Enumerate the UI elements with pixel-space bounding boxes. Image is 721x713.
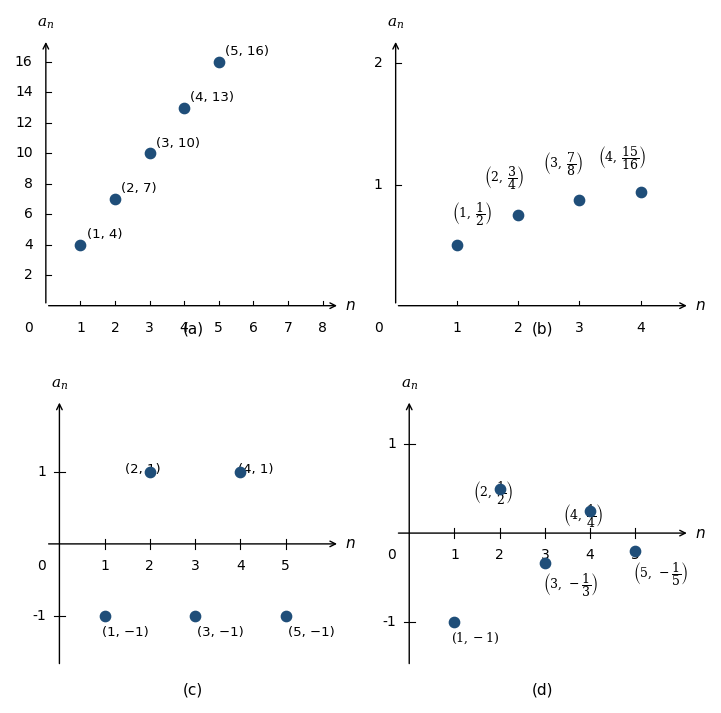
Text: $\left(5,\,-\dfrac{1}{5}\right)$: $\left(5,\,-\dfrac{1}{5}\right)$: [633, 560, 689, 588]
Text: 0: 0: [37, 559, 46, 573]
Text: $\left(2,\,\dfrac{3}{4}\right)$: $\left(2,\,\dfrac{3}{4}\right)$: [485, 164, 525, 192]
Text: n: n: [696, 298, 705, 313]
Text: 6: 6: [249, 321, 258, 335]
Text: 0: 0: [387, 548, 396, 563]
Text: 3: 3: [575, 321, 584, 335]
Point: [584, 506, 596, 517]
Text: 3: 3: [541, 548, 549, 563]
Text: 4: 4: [180, 321, 189, 335]
Point: [494, 483, 505, 494]
Text: 3: 3: [145, 321, 154, 335]
Text: 4: 4: [585, 548, 595, 563]
Text: 4: 4: [24, 237, 32, 252]
Text: $a_n$: $a_n$: [37, 16, 55, 31]
Point: [539, 557, 551, 568]
Point: [513, 209, 524, 220]
Text: 5: 5: [281, 559, 290, 573]
Text: 4: 4: [236, 559, 244, 573]
Text: 0: 0: [24, 321, 32, 335]
Text: (1, −1): (1, −1): [102, 626, 149, 639]
Text: 2: 2: [146, 559, 154, 573]
Text: $(1, -1)$: $(1, -1)$: [451, 631, 499, 646]
Text: 16: 16: [15, 55, 32, 69]
Point: [144, 466, 156, 478]
Text: (2, 1): (2, 1): [125, 463, 161, 476]
Text: 2: 2: [514, 321, 523, 335]
Text: (3, 10): (3, 10): [156, 137, 200, 150]
Text: 0: 0: [373, 321, 382, 335]
Text: 1: 1: [453, 321, 461, 335]
Text: 2: 2: [110, 321, 120, 335]
Text: 5: 5: [214, 321, 223, 335]
Text: $a_n$: $a_n$: [401, 377, 418, 392]
Text: 2: 2: [24, 268, 32, 282]
Text: (d): (d): [532, 682, 554, 697]
Text: 5: 5: [631, 548, 640, 563]
Text: n: n: [345, 536, 355, 551]
Text: 1: 1: [76, 321, 85, 335]
Text: 1: 1: [450, 548, 459, 563]
Text: 1: 1: [373, 178, 382, 192]
Text: -1: -1: [32, 609, 46, 623]
Text: -1: -1: [382, 615, 396, 629]
Text: (b): (b): [532, 322, 554, 337]
Point: [143, 148, 155, 159]
Text: 6: 6: [24, 207, 32, 221]
Point: [99, 610, 110, 622]
Text: $\left(2,\,\dfrac{1}{2}\right)$: $\left(2,\,\dfrac{1}{2}\right)$: [474, 479, 514, 507]
Text: 7: 7: [283, 321, 292, 335]
Text: n: n: [696, 525, 705, 540]
Text: $a_n$: $a_n$: [387, 16, 404, 31]
Text: $\left(4,\,\dfrac{15}{16}\right)$: $\left(4,\,\dfrac{15}{16}\right)$: [598, 143, 646, 172]
Text: 2: 2: [495, 548, 504, 563]
Text: n: n: [345, 298, 355, 313]
Text: 8: 8: [24, 177, 32, 191]
Text: (5, −1): (5, −1): [288, 626, 335, 639]
Text: 14: 14: [15, 86, 32, 99]
Point: [635, 186, 647, 198]
Point: [75, 239, 87, 250]
Point: [629, 545, 641, 557]
Text: (c): (c): [182, 682, 203, 697]
Text: 1: 1: [37, 465, 46, 479]
Point: [213, 56, 224, 68]
Text: (1, 4): (1, 4): [87, 228, 122, 241]
Text: 1: 1: [100, 559, 109, 573]
Text: (2, 7): (2, 7): [121, 183, 157, 195]
Text: $a_n$: $a_n$: [50, 377, 68, 392]
Text: 8: 8: [318, 321, 327, 335]
Point: [448, 616, 460, 627]
Point: [574, 194, 585, 205]
Point: [110, 193, 121, 205]
Point: [190, 610, 201, 622]
Text: $\left(4,\,\dfrac{1}{4}\right)$: $\left(4,\,\dfrac{1}{4}\right)$: [563, 502, 603, 530]
Text: 4: 4: [636, 321, 645, 335]
Text: $\left(3,\,\dfrac{7}{8}\right)$: $\left(3,\,\dfrac{7}{8}\right)$: [543, 150, 583, 178]
Text: (a): (a): [182, 322, 203, 337]
Text: $\left(3,\,-\dfrac{1}{3}\right)$: $\left(3,\,-\dfrac{1}{3}\right)$: [543, 572, 598, 600]
Point: [280, 610, 291, 622]
Text: 2: 2: [373, 56, 382, 71]
Text: 12: 12: [15, 116, 32, 130]
Text: (5, 16): (5, 16): [225, 45, 269, 58]
Text: $\left(1,\,\dfrac{1}{2}\right)$: $\left(1,\,\dfrac{1}{2}\right)$: [452, 200, 492, 228]
Text: 3: 3: [191, 559, 200, 573]
Point: [234, 466, 246, 478]
Text: 1: 1: [387, 437, 396, 451]
Text: (4, 1): (4, 1): [238, 463, 273, 476]
Point: [178, 102, 190, 113]
Point: [451, 240, 463, 251]
Text: (3, −1): (3, −1): [198, 626, 244, 639]
Text: (4, 13): (4, 13): [190, 91, 234, 104]
Text: 10: 10: [15, 146, 32, 160]
